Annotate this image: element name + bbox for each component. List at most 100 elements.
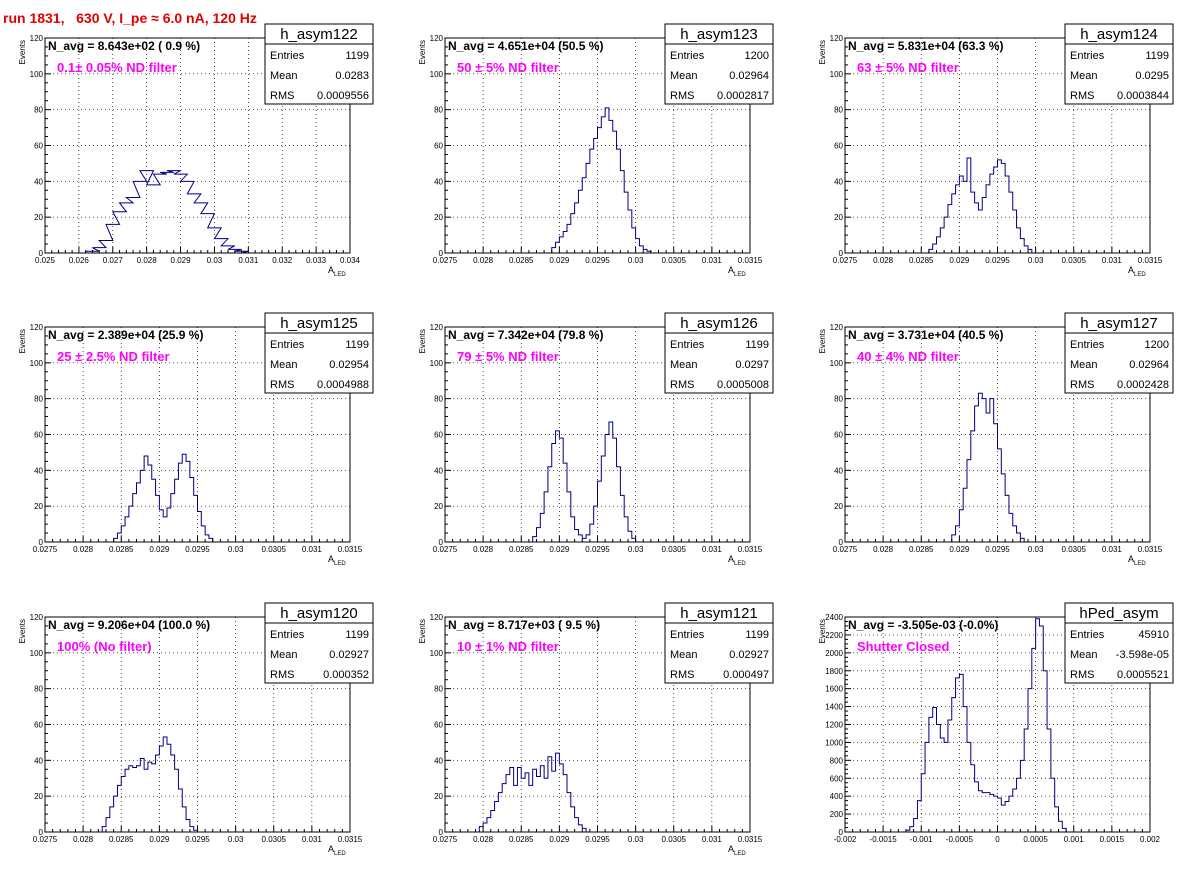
x-tick-label: 0.033 [306, 256, 327, 265]
x-tick-label: 0.0295 [185, 835, 210, 844]
histogram-bars [72, 170, 256, 254]
histogram-bars [475, 752, 590, 833]
x-axis-label-main: A [1128, 554, 1134, 564]
x-axis-label-main: A [328, 265, 334, 275]
x-tick-label: 0.0295 [185, 545, 210, 554]
x-tick-label: 0.028 [137, 256, 158, 265]
stats-label: Entries [1070, 629, 1105, 641]
y-tick-label: 0 [39, 828, 44, 837]
stats-label: RMS [670, 379, 694, 391]
x-tick-label: 0.0315 [738, 545, 763, 554]
x-tick-label: 0.0275 [833, 256, 858, 265]
x-tick-label: 0.028 [73, 835, 94, 844]
y-tick-label: 20 [34, 213, 43, 222]
y-tick-label: 120 [30, 34, 44, 43]
stats-box [1064, 312, 1174, 394]
stats-label: Entries [1070, 339, 1105, 351]
y-tick-label: 60 [434, 431, 443, 440]
x-tick-label: 0.03 [628, 545, 644, 554]
stats-box [664, 23, 774, 105]
x-axis-label-sub: LED [1134, 272, 1146, 278]
x-tick-label: 0.029 [149, 835, 170, 844]
histogram-panel-h_asym120: 0.0275 0.028 0.0285 0.029 0.0295 0.03 0.0305 0.… [18, 602, 374, 857]
x-tick-label: 0.027 [103, 256, 124, 265]
y-tick-label: 100 [430, 649, 444, 658]
x-tick-label: -0.0015 [870, 835, 898, 844]
stats-value: 0.0295 [1135, 70, 1169, 82]
x-tick-label: 0.0315 [338, 545, 363, 554]
filter-label: 40 ± 4% ND filter [857, 349, 959, 364]
y-axis-label: Events [818, 619, 827, 643]
x-tick-label: 0.0305 [662, 256, 687, 265]
x-tick-label: 0.0295 [985, 256, 1010, 265]
stats-value: 1200 [745, 50, 769, 62]
x-axis-label-main: A [728, 265, 734, 275]
x-tick-label: 0.029 [149, 545, 170, 554]
y-tick-label: 1200 [825, 721, 843, 730]
stats-hist-name: hPed_asym [1079, 605, 1158, 622]
y-tick-label: 0 [839, 249, 844, 258]
y-tick-label: 100 [430, 359, 444, 368]
navg-text: N_avg = 8.717e+03 ( 9.5 %) [448, 618, 600, 632]
y-tick-label: 100 [30, 70, 44, 79]
stats-hist-name: h_asym120 [280, 605, 358, 622]
x-tick-label: 0 [995, 835, 1000, 844]
filter-label: 10 ± 1% ND filter [457, 639, 559, 654]
y-tick-label: 2000 [825, 649, 843, 658]
histogram-bars [925, 157, 1036, 254]
histogram-panel-h_asym126: 0.0275 0.028 0.0285 0.029 0.0295 0.03 0.0305 0.… [418, 312, 774, 567]
x-tick-label: 0.028 [873, 545, 894, 554]
histogram-panel-h_asym127: 0.0275 0.028 0.0285 0.029 0.0295 0.03 0.0305 0.… [818, 312, 1174, 567]
stats-label: Entries [270, 629, 305, 641]
stats-label: Mean [1070, 70, 1098, 82]
x-axis-label: ALED [1128, 265, 1146, 278]
stats-label: RMS [270, 669, 294, 681]
x-tick-label: 0.0275 [433, 256, 458, 265]
stats-label: Mean [1070, 649, 1098, 661]
y-axis-label: Events [18, 329, 27, 353]
x-tick-label: 0.031 [702, 835, 723, 844]
stats-value: 1199 [345, 50, 369, 62]
stats-value: 0.0002817 [717, 90, 769, 102]
y-tick-label: 60 [434, 721, 443, 730]
x-axis-label-main: A [328, 844, 334, 854]
x-tick-label: 0.028 [473, 835, 494, 844]
x-tick-label: 0.029 [549, 545, 570, 554]
x-tick-label: -0.001 [910, 835, 933, 844]
stats-value: 0.02964 [729, 70, 769, 82]
histogram-panel-h_asym125: 0.0275 0.028 0.0285 0.029 0.0295 0.03 0.0305 0.… [18, 312, 374, 567]
x-axis-label: ALED [328, 844, 346, 857]
x-axis-label: ALED [328, 554, 346, 567]
stats-value: 0.000497 [723, 669, 769, 681]
stats-value: 0.02927 [329, 649, 369, 661]
x-tick-label: 0.031 [1102, 545, 1123, 554]
histogram-bars [109, 453, 217, 543]
y-tick-label: 80 [34, 106, 43, 115]
y-tick-label: 1400 [825, 703, 843, 712]
stats-box [264, 312, 374, 394]
stats-box [1064, 602, 1174, 684]
y-tick-label: 120 [430, 613, 444, 622]
x-tick-label: 0.029 [171, 256, 192, 265]
x-tick-label: 0.028 [873, 256, 894, 265]
stats-value: 0.0002428 [1117, 379, 1169, 391]
stats-value: 0.0005008 [717, 379, 769, 391]
y-axis-label: Events [818, 40, 827, 64]
stats-label: Entries [270, 339, 305, 351]
x-tick-label: 0.0285 [509, 256, 534, 265]
x-tick-label: 0.0275 [33, 545, 58, 554]
x-tick-label: 0.0285 [109, 835, 134, 844]
stats-value: 1199 [345, 629, 369, 641]
x-tick-label: 0.032 [272, 256, 293, 265]
x-tick-label: 0.0285 [509, 545, 534, 554]
x-tick-label: 0.0305 [662, 835, 687, 844]
y-tick-label: 0 [439, 538, 444, 547]
stats-value: 0.02964 [1129, 359, 1169, 371]
x-axis-label-sub: LED [334, 272, 346, 278]
x-tick-label: 0.0315 [738, 835, 763, 844]
stats-label: RMS [670, 669, 694, 681]
stats-value: 0.0003844 [1117, 90, 1169, 102]
x-tick-label: 0.03 [1028, 256, 1044, 265]
stats-hist-name: h_asym127 [1080, 315, 1158, 332]
stats-label: Entries [670, 339, 705, 351]
